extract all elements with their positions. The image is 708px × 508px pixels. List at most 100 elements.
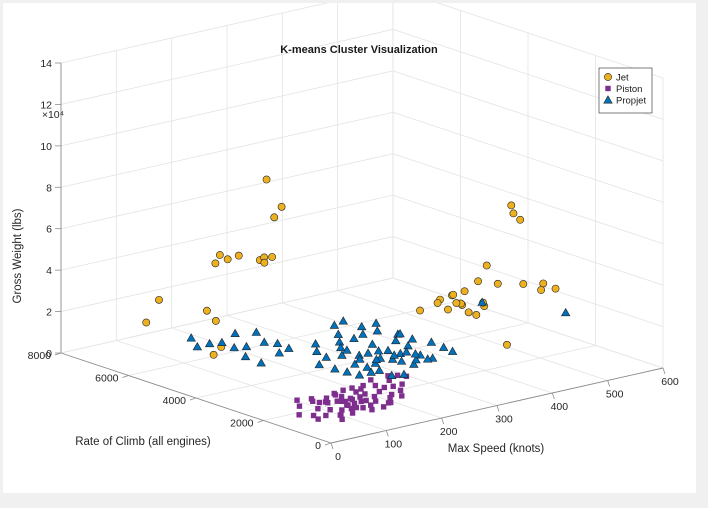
legend-item-propjet: Propjet	[603, 95, 646, 107]
piston-point	[397, 387, 404, 394]
x-tick-label: 600	[661, 376, 679, 388]
propjet-point	[354, 370, 365, 379]
propjet-point	[338, 316, 348, 325]
jet-point	[507, 201, 516, 210]
piston-point	[358, 398, 364, 405]
piston-point	[315, 405, 321, 412]
grid-side-z	[392, 153, 664, 245]
propjet-point	[330, 364, 340, 373]
propjet-point	[366, 367, 376, 376]
piston-point	[294, 397, 300, 403]
jet-point	[211, 259, 220, 268]
grid-back-z	[60, 194, 394, 271]
grid-side-z	[392, 194, 664, 286]
propjet-point	[422, 354, 433, 363]
legend-marker-piston	[605, 85, 611, 92]
propjet-point	[329, 320, 340, 329]
propjet-point	[251, 327, 262, 336]
jet-point	[155, 295, 163, 304]
legend-label-jet: Jet	[616, 73, 629, 84]
legend-label-propjet: Propjet	[616, 96, 646, 107]
propjet-point	[314, 359, 324, 369]
propjet-point	[241, 341, 252, 351]
x-tick-label: 100	[385, 439, 403, 451]
piston-point	[323, 395, 330, 401]
grid-floor-y	[263, 345, 596, 421]
piston-point	[368, 377, 374, 383]
jet-point	[449, 290, 458, 299]
y-tick-label: 8000	[28, 350, 52, 362]
jet-point	[262, 175, 271, 184]
propjet-point	[371, 318, 381, 327]
piston-point	[363, 397, 369, 404]
piston-point	[347, 395, 354, 402]
y-tick-label: 2000	[230, 418, 254, 430]
piston-point	[351, 400, 358, 407]
y-tick-mark	[324, 442, 332, 446]
jet-point	[209, 350, 218, 359]
grid-side-z	[392, 111, 664, 203]
piston-point	[399, 381, 405, 387]
propjet-point	[386, 370, 397, 379]
propjet-point	[410, 349, 421, 358]
z-axis-label: Gross Weight (lbs)	[12, 208, 24, 303]
piston-point	[368, 402, 374, 408]
propjet-point	[204, 338, 215, 348]
propjet-point	[217, 337, 227, 347]
piston-point	[342, 398, 349, 405]
x-tick-mark	[441, 417, 445, 425]
piston-point	[316, 399, 323, 406]
jet-point	[142, 318, 151, 327]
piston-point	[362, 391, 368, 397]
piston-point	[331, 390, 337, 397]
propjet-point	[310, 339, 321, 348]
propjet-point	[312, 346, 322, 355]
x-tick-label: 0	[335, 451, 341, 463]
propjet-point	[355, 354, 365, 363]
grid-side-z	[427, 0, 664, 79]
jet-point	[493, 279, 502, 288]
piston-point	[390, 383, 396, 390]
cluster-scatter-3d[interactable]: 0100200300400500600020004000600080000246…	[3, 0, 696, 493]
jet-point	[277, 202, 286, 211]
piston-point	[339, 416, 345, 423]
propjet-point	[373, 346, 384, 355]
jet-point	[215, 251, 224, 259]
piston-point	[386, 377, 392, 384]
propjet-point	[383, 345, 393, 354]
propjet-point	[259, 337, 270, 346]
legend-item-piston: Piston	[605, 84, 642, 95]
x-tick-mark	[496, 405, 500, 412]
propjet-point	[186, 333, 196, 342]
propjet-point	[336, 342, 346, 352]
propjet-point	[333, 329, 344, 338]
piston-point	[381, 384, 387, 391]
propjet-point	[342, 367, 352, 376]
piston-point	[376, 388, 383, 395]
legend-label-piston: Piston	[616, 84, 642, 95]
chart-title: K-means Cluster Visualization	[280, 44, 438, 56]
propjet-point	[391, 335, 401, 345]
jet-point	[482, 261, 491, 270]
piston-point	[310, 412, 317, 419]
piston-point	[340, 387, 346, 393]
propjet-point	[387, 354, 398, 363]
jet-point	[203, 306, 211, 315]
piston-point	[360, 405, 366, 411]
x-tick-mark	[385, 430, 389, 437]
propjet-point	[358, 329, 368, 338]
grid-back-z	[60, 277, 394, 354]
jet-point	[234, 251, 243, 260]
grid-back-z	[60, 153, 394, 230]
propjet-point	[403, 341, 413, 350]
propjet-point	[229, 342, 239, 352]
x-tick-mark	[607, 380, 611, 387]
propjet-point	[399, 369, 409, 378]
jet-point	[519, 280, 528, 288]
propjet-point	[337, 350, 347, 359]
piston-point	[296, 412, 302, 418]
x-tick-mark	[330, 442, 334, 450]
propjet-point	[363, 348, 373, 357]
propjet-point	[396, 356, 407, 365]
